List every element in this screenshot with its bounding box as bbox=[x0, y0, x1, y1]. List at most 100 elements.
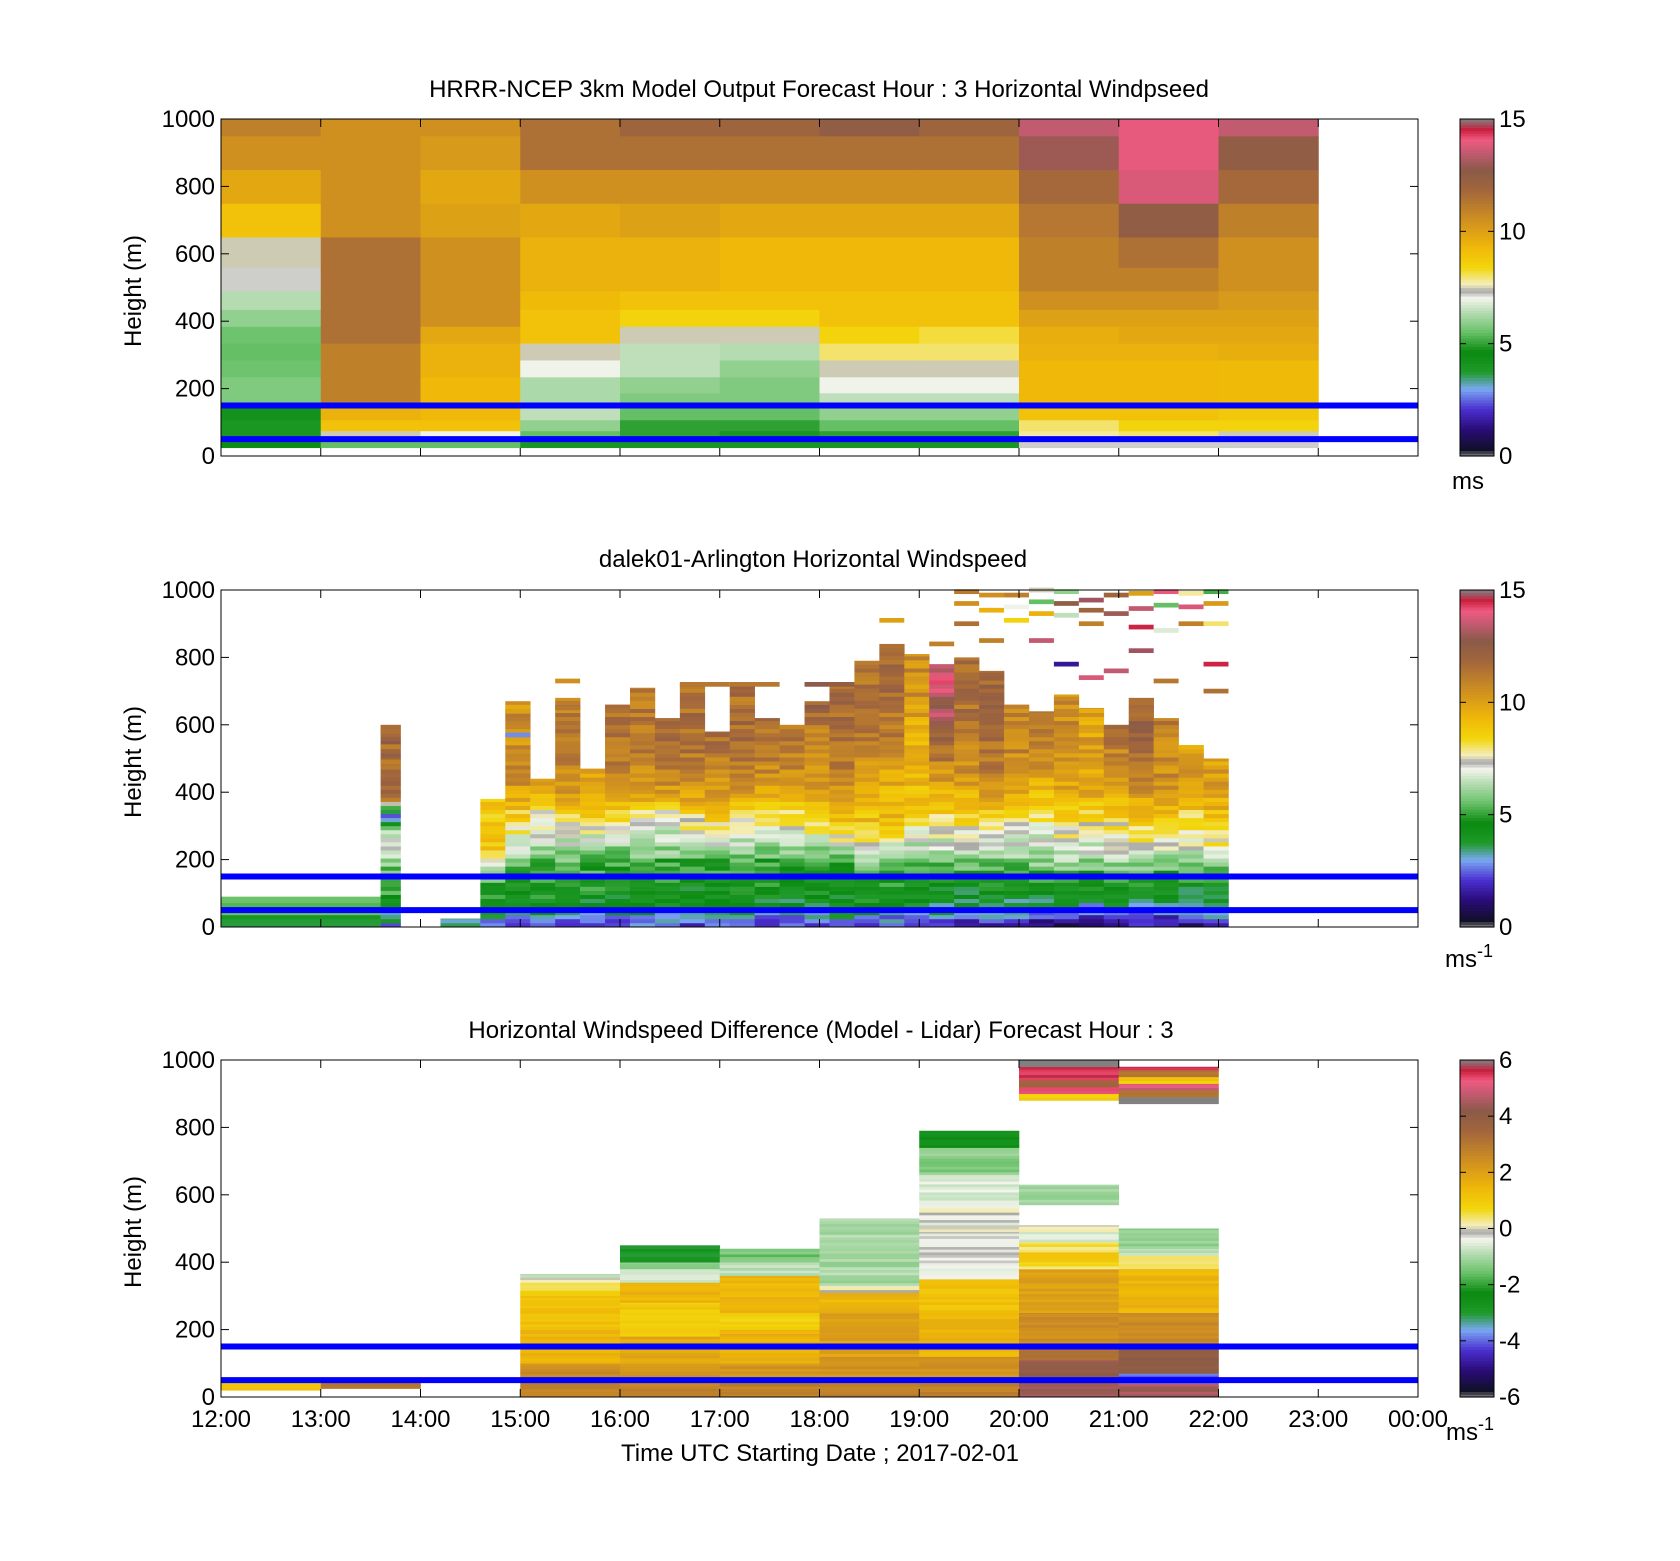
heatmap-cell bbox=[1203, 866, 1229, 871]
heatmap-cell bbox=[929, 668, 955, 673]
heatmap-cell bbox=[1118, 1375, 1219, 1379]
colorbar-swatch bbox=[1460, 1307, 1494, 1311]
heatmap-cell bbox=[1128, 846, 1154, 851]
heatmap-cell bbox=[520, 1313, 621, 1317]
heatmap-cell bbox=[819, 343, 920, 361]
heatmap-cell bbox=[1153, 732, 1179, 738]
heatmap-cell bbox=[779, 765, 805, 770]
heatmap-cell bbox=[779, 777, 805, 782]
heatmap-cell bbox=[919, 1235, 1020, 1239]
heatmap-cell bbox=[679, 894, 706, 899]
heatmap-cell bbox=[629, 813, 656, 819]
heatmap-cell bbox=[779, 761, 805, 766]
heatmap-cell bbox=[1028, 914, 1055, 920]
heatmap-cell bbox=[1153, 740, 1179, 746]
colorbar-swatch bbox=[1460, 736, 1494, 740]
heatmap-cell bbox=[754, 809, 780, 815]
colorbar-swatch bbox=[1460, 133, 1494, 137]
heatmap-cell bbox=[320, 1385, 421, 1389]
heatmap-cell bbox=[505, 817, 531, 823]
heatmap-cell bbox=[704, 838, 731, 843]
heatmap-cell bbox=[1128, 749, 1154, 754]
heatmap-cell bbox=[954, 660, 980, 665]
heatmap-cell bbox=[954, 749, 980, 754]
heatmap-cell bbox=[1103, 878, 1130, 883]
heatmap-cell bbox=[929, 720, 955, 726]
colorbar-swatch bbox=[1460, 873, 1494, 878]
heatmap-cell bbox=[1028, 736, 1055, 742]
heatmap-cell bbox=[919, 1134, 1020, 1138]
heatmap-cell bbox=[819, 203, 920, 238]
heatmap-cell bbox=[879, 732, 905, 738]
heatmap-cell bbox=[654, 866, 681, 871]
heatmap-cell bbox=[819, 290, 920, 310]
heatmap-cell bbox=[719, 1360, 820, 1364]
heatmap-cell bbox=[829, 838, 855, 843]
heatmap-cell bbox=[1103, 902, 1130, 908]
heatmap-cell bbox=[1019, 1307, 1120, 1311]
heatmap-cell bbox=[879, 821, 905, 827]
colorbar-swatch bbox=[1460, 1071, 1494, 1075]
heatmap-cell bbox=[919, 203, 1020, 238]
heatmap-cell bbox=[719, 1363, 820, 1367]
colorbar-swatch bbox=[1460, 654, 1494, 658]
heatmap-cell bbox=[1078, 833, 1105, 839]
heatmap-cell bbox=[804, 902, 830, 908]
heatmap-cell bbox=[929, 684, 955, 689]
heatmap-cell bbox=[954, 878, 980, 883]
heatmap-cell bbox=[1178, 854, 1204, 859]
heatmap-cell bbox=[679, 777, 706, 782]
heatmap-cell bbox=[729, 805, 755, 811]
colorbar-swatch bbox=[1460, 1206, 1494, 1210]
heatmap-cell bbox=[779, 842, 805, 847]
heatmap-cell bbox=[819, 1237, 920, 1241]
heatmap-cell bbox=[1203, 758, 1229, 762]
colorbar-swatch bbox=[1460, 713, 1494, 717]
heatmap-cell bbox=[954, 720, 980, 726]
heatmap-cell bbox=[1004, 773, 1030, 778]
heatmap-cell bbox=[829, 682, 855, 687]
heatmap-cell bbox=[1078, 773, 1105, 778]
heatmap-cell bbox=[954, 829, 980, 835]
heatmap-cell bbox=[1103, 757, 1130, 762]
colorbar-swatch bbox=[1460, 380, 1494, 384]
heatmap-cell bbox=[380, 825, 401, 831]
heatmap-cell bbox=[704, 805, 731, 811]
heatmap-cell bbox=[605, 833, 631, 839]
colorbar-swatch bbox=[1460, 710, 1494, 715]
heatmap-cell bbox=[829, 894, 855, 899]
heatmap-cell bbox=[829, 918, 855, 924]
heatmap-cell bbox=[879, 692, 905, 697]
heatmap-cell bbox=[1118, 1383, 1219, 1387]
heatmap-cell bbox=[1078, 850, 1105, 855]
heatmap-cell bbox=[819, 1312, 920, 1314]
heatmap-cell bbox=[380, 833, 401, 839]
heatmap-cell bbox=[1019, 1095, 1120, 1099]
heatmap-cell bbox=[919, 1288, 1020, 1292]
heatmap-cell bbox=[221, 359, 322, 378]
x-tick-label: 12:00 bbox=[191, 1406, 251, 1433]
heatmap-cell bbox=[929, 732, 955, 738]
heatmap-cell bbox=[979, 797, 1005, 802]
heatmap-cell bbox=[804, 833, 830, 839]
heatmap-cell bbox=[829, 870, 855, 875]
heatmap-cell bbox=[904, 821, 930, 827]
heatmap-cell bbox=[804, 805, 830, 811]
heatmap-cell bbox=[480, 902, 506, 908]
colorbar-swatch bbox=[1460, 693, 1494, 698]
heatmap-cell bbox=[480, 798, 506, 802]
heatmap-cell bbox=[620, 439, 721, 449]
heatmap-cell bbox=[520, 1365, 621, 1369]
colorbar-tick-label: 0 bbox=[1499, 1216, 1512, 1243]
heatmap-cell bbox=[555, 765, 581, 770]
colorbar-swatch bbox=[1460, 806, 1494, 810]
heatmap-cell bbox=[555, 724, 581, 730]
heatmap-cell bbox=[530, 918, 556, 924]
heatmap-cell bbox=[605, 781, 631, 786]
heatmap-cell bbox=[879, 773, 905, 778]
colorbar-swatch bbox=[1460, 1093, 1494, 1098]
heatmap-cell bbox=[954, 761, 980, 766]
heatmap-cell bbox=[719, 1277, 820, 1281]
